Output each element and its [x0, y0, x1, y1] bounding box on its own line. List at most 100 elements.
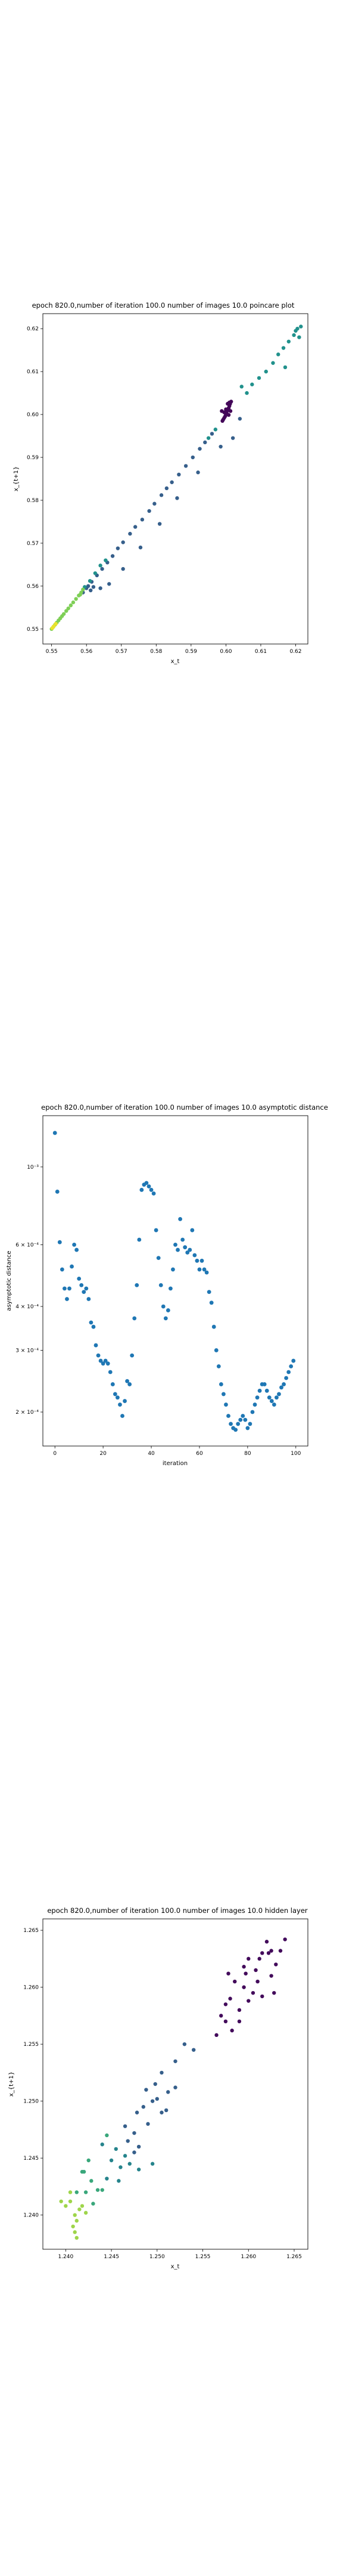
- data-point: [278, 1949, 283, 1953]
- data-point: [257, 1956, 261, 1961]
- data-point: [176, 1247, 180, 1252]
- data-point: [227, 400, 232, 405]
- data-point: [74, 597, 78, 601]
- data-point: [166, 1308, 170, 1312]
- data-point: [178, 1217, 182, 1221]
- data-point: [103, 1358, 108, 1363]
- data-point: [272, 1402, 276, 1407]
- data-point: [89, 588, 93, 593]
- y-tick-label: 2 × 10⁻⁴: [15, 1410, 39, 1416]
- plot-frame: [42, 1918, 308, 2250]
- plot-frame: [42, 313, 308, 645]
- data-point: [79, 1283, 84, 1287]
- data-point: [229, 1422, 233, 1426]
- data-point: [88, 579, 92, 583]
- data-point: [269, 1949, 273, 1953]
- x-axis-ticks: 0 20 40 60 80 100: [53, 1446, 301, 1457]
- data-point: [202, 1267, 207, 1272]
- data-point: [255, 1395, 260, 1400]
- data-point: [146, 2122, 150, 2126]
- data-point: [250, 382, 254, 386]
- data-point: [257, 1388, 262, 1393]
- data-point: [74, 2190, 79, 2194]
- data-point: [108, 1370, 113, 1374]
- data-point: [54, 621, 58, 626]
- data-point: [136, 2168, 141, 2172]
- data-point: [123, 2124, 127, 2128]
- data-point: [82, 1290, 86, 1295]
- x-tick-label: 0.60: [220, 649, 232, 655]
- data-points: [59, 1937, 287, 2240]
- data-point: [279, 1385, 283, 1390]
- data-point: [160, 2070, 164, 2075]
- x-tick-label: 0: [53, 1451, 57, 1457]
- data-point: [260, 1951, 264, 1955]
- data-point: [158, 1283, 163, 1287]
- data-point: [264, 1388, 269, 1393]
- x-axis-label: x_t: [171, 2264, 180, 2270]
- data-point: [266, 1951, 271, 1955]
- data-point: [219, 2014, 223, 2018]
- data-point: [96, 1353, 101, 1358]
- data-point: [282, 1382, 286, 1386]
- y-tick-label: 1.250: [23, 2099, 39, 2105]
- data-point: [257, 376, 261, 380]
- x-tick-label: 0.62: [289, 649, 301, 655]
- data-point: [177, 472, 181, 477]
- data-point: [230, 436, 235, 440]
- data-point: [169, 1286, 173, 1291]
- data-point: [237, 2008, 242, 2012]
- data-point: [116, 546, 120, 550]
- data-point: [149, 1188, 154, 1192]
- data-point: [127, 1382, 132, 1386]
- data-point: [156, 1256, 161, 1261]
- asymptotic-distance-chart: epoch 820.0,number of iteration 100.0 nu…: [6, 1103, 328, 1467]
- data-point: [91, 2202, 95, 2206]
- y-tick-label: 0.57: [27, 541, 39, 547]
- data-point: [118, 1402, 122, 1407]
- data-point: [55, 1190, 60, 1194]
- data-point: [113, 1392, 117, 1397]
- data-points: [52, 1131, 296, 1432]
- data-point: [141, 2105, 145, 2109]
- x-axis-ticks: 0.55 0.56 0.57 0.58 0.59 0.60 0.61 0.62: [46, 644, 302, 655]
- data-point: [72, 1243, 76, 1247]
- data-point: [191, 2048, 196, 2052]
- data-point: [198, 447, 202, 451]
- y-tick-label: 1.265: [23, 1928, 39, 1934]
- data-point: [139, 1188, 144, 1192]
- data-point: [241, 1414, 245, 1418]
- data-point: [299, 324, 303, 329]
- data-point: [135, 2110, 139, 2114]
- data-point: [101, 1361, 105, 1366]
- data-point: [248, 1422, 252, 1426]
- data-point: [66, 606, 70, 611]
- data-point: [283, 1937, 287, 1942]
- data-point: [152, 501, 157, 506]
- data-point: [276, 352, 280, 357]
- data-point: [226, 1971, 230, 1976]
- y-tick-label: 0.61: [27, 369, 39, 375]
- data-point: [153, 2082, 157, 2086]
- data-point: [245, 1426, 250, 1431]
- data-point: [59, 2199, 63, 2203]
- data-point: [119, 2165, 123, 2169]
- x-tick-label: 1.260: [241, 2254, 256, 2260]
- data-point: [68, 603, 73, 608]
- data-point: [245, 391, 249, 395]
- data-point: [133, 525, 138, 529]
- data-point: [283, 365, 288, 370]
- x-tick-label: 1.250: [149, 2254, 165, 2260]
- data-point: [219, 1382, 223, 1386]
- data-point: [199, 1258, 204, 1263]
- data-point: [104, 558, 108, 562]
- data-point: [166, 2090, 170, 2094]
- y-tick-label: 4 × 10⁻⁴: [15, 1304, 39, 1310]
- data-point: [284, 1376, 288, 1380]
- x-tick-label: 1.255: [195, 2254, 211, 2260]
- data-point: [173, 2085, 177, 2089]
- data-point: [250, 1410, 255, 1414]
- data-point: [171, 1267, 175, 1272]
- data-point: [64, 2204, 68, 2208]
- data-point: [140, 518, 145, 522]
